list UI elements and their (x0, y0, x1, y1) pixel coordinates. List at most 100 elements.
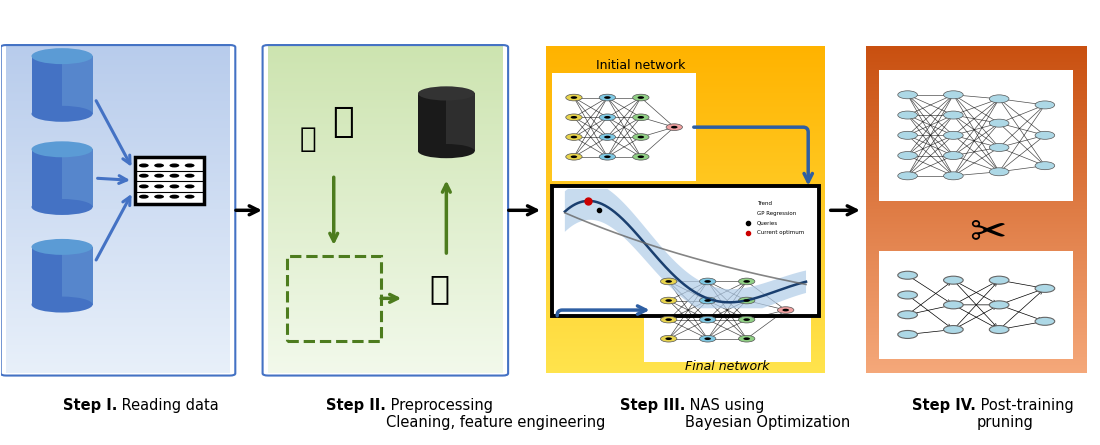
Circle shape (744, 299, 750, 302)
Circle shape (1035, 131, 1055, 139)
Bar (32, 56, 92, 114)
Circle shape (898, 131, 917, 139)
Circle shape (944, 111, 964, 119)
Circle shape (944, 152, 964, 160)
Circle shape (638, 116, 645, 119)
Circle shape (898, 152, 917, 160)
Circle shape (944, 131, 964, 139)
Circle shape (660, 278, 676, 285)
Circle shape (571, 96, 578, 99)
Ellipse shape (32, 48, 92, 64)
Text: 🪣: 🪣 (299, 125, 316, 153)
Circle shape (1035, 317, 1055, 325)
Circle shape (898, 91, 917, 99)
Circle shape (638, 96, 645, 99)
Circle shape (565, 94, 582, 101)
Circle shape (898, 311, 917, 319)
Text: Step I.: Step I. (63, 398, 118, 413)
Circle shape (638, 155, 645, 158)
Circle shape (1035, 101, 1055, 109)
Circle shape (571, 136, 578, 138)
Ellipse shape (32, 199, 92, 215)
Text: Step III.: Step III. (619, 398, 685, 413)
Circle shape (185, 194, 195, 198)
Circle shape (744, 337, 750, 340)
Text: ✂: ✂ (969, 212, 1005, 255)
Circle shape (604, 116, 611, 119)
Bar (287, 256, 381, 341)
Polygon shape (62, 150, 92, 207)
Text: Step II.: Step II. (326, 398, 386, 413)
Circle shape (154, 174, 164, 178)
Bar (879, 251, 1074, 359)
Text: 📐: 📐 (429, 272, 449, 305)
Circle shape (898, 331, 917, 339)
Text: Current optimum: Current optimum (757, 231, 804, 235)
Circle shape (600, 94, 616, 101)
Circle shape (704, 318, 711, 321)
Circle shape (704, 280, 711, 283)
Text: 🧹: 🧹 (332, 105, 354, 139)
Ellipse shape (32, 106, 92, 122)
Circle shape (666, 318, 672, 321)
Circle shape (1035, 162, 1055, 170)
Circle shape (898, 172, 917, 180)
Circle shape (744, 280, 750, 283)
Circle shape (185, 174, 195, 178)
Circle shape (139, 184, 148, 188)
Circle shape (169, 184, 179, 188)
Circle shape (600, 154, 616, 160)
Polygon shape (447, 93, 475, 151)
Circle shape (989, 301, 1009, 309)
Circle shape (738, 316, 755, 323)
Circle shape (571, 155, 578, 158)
Circle shape (944, 301, 964, 309)
Text: Step IV.: Step IV. (912, 398, 977, 413)
Circle shape (632, 114, 649, 121)
Circle shape (169, 174, 179, 178)
Circle shape (700, 278, 716, 285)
Circle shape (898, 111, 917, 119)
Circle shape (666, 337, 672, 340)
Ellipse shape (32, 142, 92, 157)
Circle shape (989, 119, 1009, 127)
Circle shape (989, 276, 1009, 284)
Bar (135, 157, 204, 204)
Polygon shape (565, 189, 806, 308)
Ellipse shape (418, 86, 475, 101)
Bar (644, 258, 811, 362)
Circle shape (185, 184, 195, 188)
Circle shape (738, 336, 755, 342)
Circle shape (1035, 284, 1055, 292)
Circle shape (632, 134, 649, 140)
Bar (418, 93, 475, 151)
Circle shape (154, 194, 164, 198)
Circle shape (600, 134, 616, 140)
Circle shape (782, 309, 789, 312)
Ellipse shape (32, 239, 92, 255)
Text: NAS using
Bayesian Optimization: NAS using Bayesian Optimization (685, 398, 850, 430)
Circle shape (139, 194, 148, 198)
Circle shape (632, 154, 649, 160)
Bar (552, 186, 820, 316)
Text: Initial network: Initial network (596, 59, 685, 72)
Circle shape (660, 297, 676, 304)
Text: GP Regression: GP Regression (757, 211, 796, 216)
Circle shape (667, 124, 682, 130)
Ellipse shape (32, 296, 92, 312)
Circle shape (565, 154, 582, 160)
Circle shape (898, 291, 917, 299)
Bar (32, 247, 92, 304)
Circle shape (638, 136, 645, 138)
Circle shape (944, 172, 964, 180)
Circle shape (139, 163, 148, 167)
Text: Final network: Final network (685, 360, 769, 373)
Circle shape (139, 174, 148, 178)
Text: Trend: Trend (757, 201, 772, 206)
Circle shape (778, 307, 794, 313)
Circle shape (989, 326, 1009, 334)
Text: Reading data: Reading data (118, 398, 219, 413)
Circle shape (169, 163, 179, 167)
Circle shape (671, 126, 678, 129)
Circle shape (700, 336, 716, 342)
